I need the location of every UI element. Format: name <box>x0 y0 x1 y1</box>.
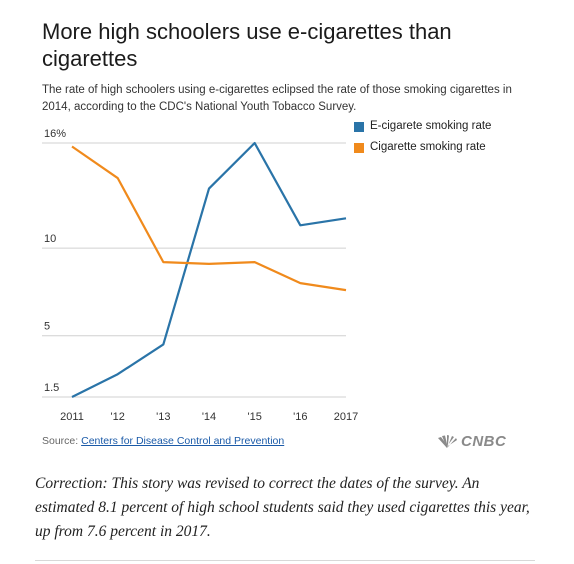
series-line-cigarette <box>71 145 347 292</box>
series-lines <box>71 141 347 398</box>
legend-swatch-cigarette <box>354 143 364 153</box>
x-tick-label: '16 <box>293 411 307 423</box>
chart-subtitle: The rate of high schoolers using e-cigar… <box>42 84 512 113</box>
series-line-e-cigarette <box>71 141 347 398</box>
chart-title: More high schoolers use e-cigarettes tha… <box>42 19 452 71</box>
legend-item-cigarette: Cigarette smoking rate <box>354 141 514 154</box>
y-tick-label: 5 <box>44 321 50 333</box>
y-tick-label: 10 <box>44 233 56 245</box>
legend-label-cigarette: Cigarette smoking rate <box>370 141 486 153</box>
x-axis-ticks: 2011 '12 '13 '14 '15 '16 2017 <box>60 411 358 423</box>
source-link[interactable]: Centers for Disease Control and Preventi… <box>81 435 285 447</box>
legend-swatch-e-cigarette <box>354 122 364 132</box>
correction-note: Correction: This story was revised to co… <box>35 475 530 540</box>
peacock-icon <box>438 434 457 448</box>
x-tick-label: '15 <box>247 411 261 423</box>
bottom-divider <box>35 560 535 561</box>
x-tick-label: '14 <box>202 411 216 423</box>
x-tick-label: '13 <box>156 411 170 423</box>
line-chart: 16% 10 5 1.5 2011 '12 '13 '14 '15 '16 2017 <box>42 128 358 423</box>
legend-item-e-cigarette: E-cigarete smoking rate <box>354 120 514 133</box>
legend-label-e-cigarette: E-cigarete smoking rate <box>370 120 492 132</box>
source-note: Source: Centers for Disease Control and … <box>42 435 284 447</box>
x-tick-label: 2017 <box>334 411 358 423</box>
y-axis-ticks: 16% 10 5 1.5 <box>44 128 66 394</box>
source-prefix: Source: <box>42 435 82 447</box>
x-tick-label: 2011 <box>60 411 84 423</box>
logo-text: CNBC <box>461 433 507 450</box>
x-tick-label: '12 <box>110 411 124 423</box>
legend: E-cigarete smoking rate Cigarette smokin… <box>354 120 514 162</box>
cnbc-logo: CNBC <box>436 433 506 450</box>
grid-lines <box>42 142 346 398</box>
y-tick-label: 1.5 <box>44 382 59 394</box>
y-tick-label: 16% <box>44 128 66 140</box>
